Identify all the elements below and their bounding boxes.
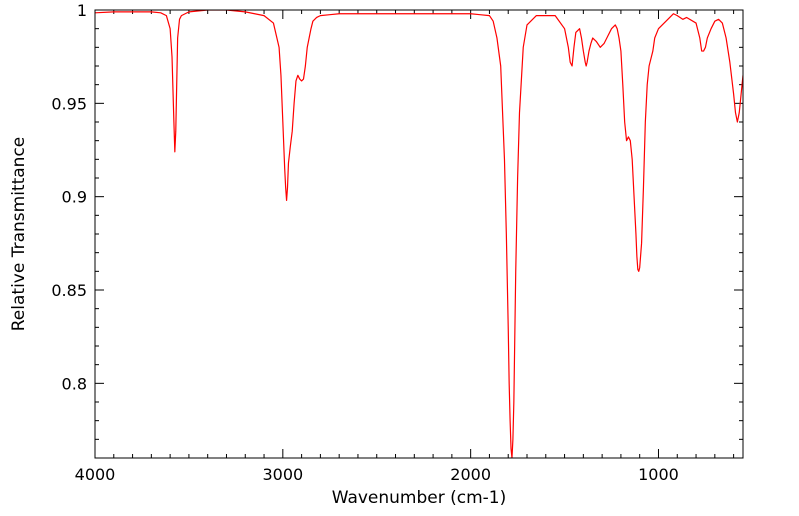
series-line-1 — [95, 10, 743, 458]
axis-ticks — [94, 9, 743, 458]
y-tick-label: 0.8 — [62, 374, 87, 393]
y-tick-label: 0.95 — [51, 94, 87, 113]
y-tick-label: 1 — [77, 1, 87, 20]
x-tick-label: 4000 — [75, 465, 116, 484]
plot-frame — [94, 9, 744, 459]
x-tick-label: 3000 — [262, 465, 303, 484]
y-tick-label: 0.9 — [62, 188, 87, 207]
plot-background — [95, 10, 743, 458]
x-tick-label: 2000 — [450, 465, 491, 484]
x-tick-label: 1000 — [638, 465, 679, 484]
x-axis-title: Wavenumber (cm-1) — [332, 488, 507, 508]
axis-tick-labels: 4000 3000 2000 1000 1 0.95 0.9 0.85 0.8 — [51, 1, 678, 484]
y-axis-title: Relative Transmittance — [9, 137, 29, 332]
y-tick-label: 0.85 — [51, 281, 87, 300]
series-layer — [95, 10, 743, 458]
